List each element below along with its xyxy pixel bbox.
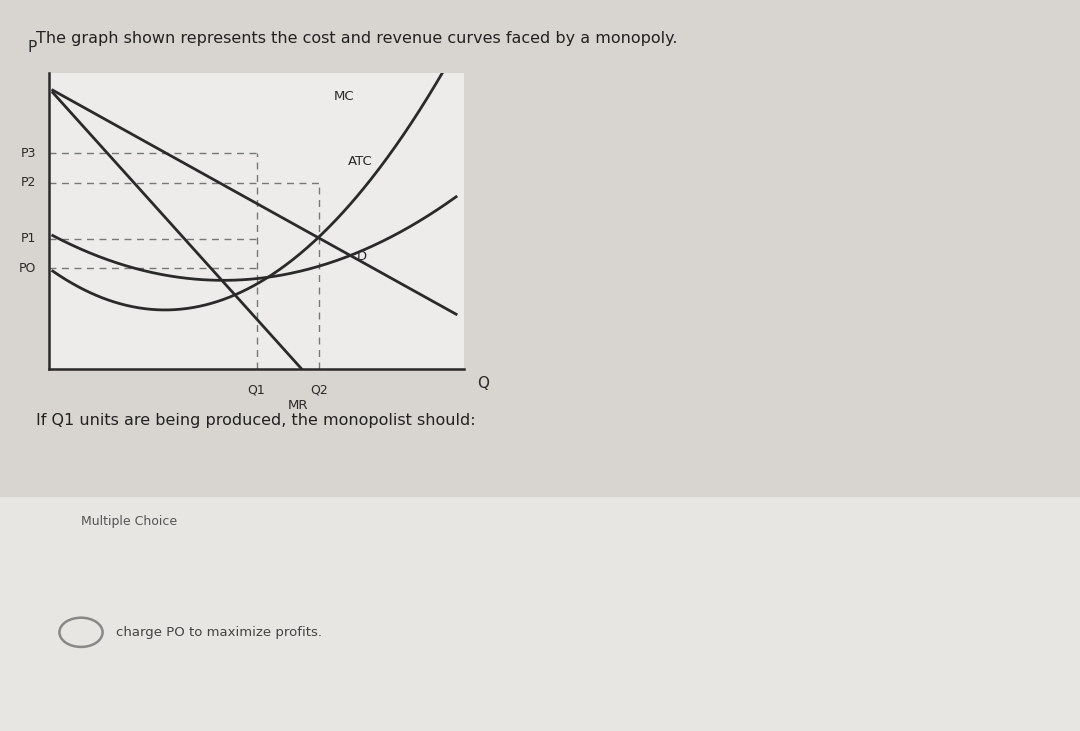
Text: P3: P3 xyxy=(21,146,36,159)
Text: Q2: Q2 xyxy=(310,384,327,397)
Text: Q: Q xyxy=(477,376,489,392)
Text: Q1: Q1 xyxy=(247,384,266,397)
Text: P1: P1 xyxy=(21,232,36,246)
Text: PO: PO xyxy=(18,262,36,275)
FancyBboxPatch shape xyxy=(0,497,1080,731)
Text: P2: P2 xyxy=(21,176,36,189)
Text: Multiple Choice: Multiple Choice xyxy=(81,515,177,529)
Text: If Q1 units are being produced, the monopolist should:: If Q1 units are being produced, the mono… xyxy=(36,413,475,428)
Text: charge PO to maximize profits.: charge PO to maximize profits. xyxy=(116,626,322,639)
Text: MR: MR xyxy=(288,399,308,412)
Text: ATC: ATC xyxy=(348,155,373,168)
Text: MC: MC xyxy=(334,90,354,103)
Text: D: D xyxy=(356,250,366,263)
Text: P: P xyxy=(27,40,37,56)
Text: The graph shown represents the cost and revenue curves faced by a monopoly.: The graph shown represents the cost and … xyxy=(36,31,677,46)
